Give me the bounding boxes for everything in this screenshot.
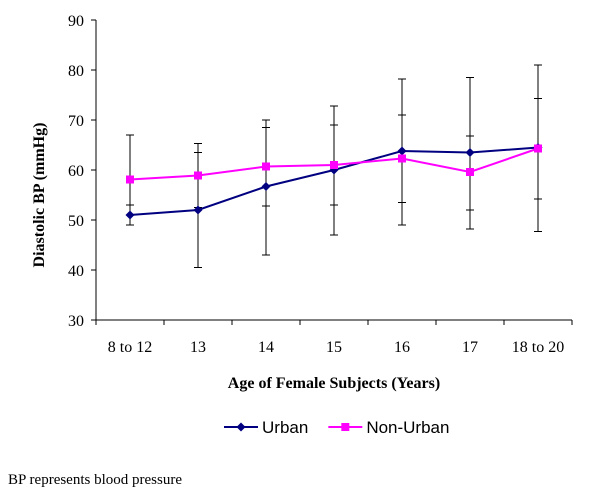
- non-urban-point: [398, 154, 406, 163]
- non-urban-point: [534, 144, 542, 153]
- urban-point: [261, 182, 271, 191]
- y-tick-label: 80: [68, 63, 84, 80]
- non-urban-point: [194, 171, 202, 180]
- non-urban-point: [262, 162, 270, 171]
- axes: [91, 19, 573, 325]
- legend-non-urban-marker: [341, 423, 350, 431]
- x-axis-title: Age of Female Subjects (Years): [228, 375, 440, 392]
- non-urban-point: [330, 161, 338, 169]
- x-tick-label: 16: [394, 339, 410, 356]
- x-tick-label: 8 to 12: [108, 339, 152, 356]
- y-tick-label: 60: [68, 163, 84, 180]
- y-tick-label: 50: [68, 213, 84, 230]
- urban-point: [397, 146, 407, 156]
- footnote: BP represents blood pressure: [8, 472, 182, 488]
- y-tick-label: 70: [68, 113, 84, 130]
- y-tick-label: 90: [68, 13, 84, 30]
- chart: 30 40 50 60 70 80 90 8 to 12 13 14 15 16 17 18 to 20…: [31, 13, 573, 437]
- urban-point: [193, 205, 203, 215]
- y-tick-label: 40: [68, 263, 84, 280]
- x-tick-label: 15: [326, 339, 342, 356]
- series-lines: [125, 143, 543, 220]
- x-tick-label: 18 to 20: [512, 339, 564, 356]
- non-urban-point: [126, 175, 134, 184]
- legend: Urban Non-Urban: [224, 418, 449, 437]
- y-tick-label: 30: [68, 313, 84, 330]
- x-tick-label: 17: [462, 339, 478, 356]
- urban-point: [125, 210, 135, 220]
- y-axis-title: Diastolic BP (mmHg): [31, 123, 48, 268]
- legend-non-urban-label: Non-Urban: [366, 418, 449, 437]
- urban-point: [465, 148, 475, 157]
- legend-urban-marker: [236, 422, 246, 432]
- x-tick-label: 14: [258, 339, 274, 356]
- x-tick-label: 13: [190, 339, 206, 356]
- legend-urban-label: Urban: [262, 418, 308, 437]
- x-tick-labels: 8 to 12 13 14 15 16 17 18 to 20: [108, 339, 564, 356]
- non-urban-point: [466, 168, 474, 176]
- y-tick-labels: 30 40 50 60 70 80 90: [68, 13, 84, 330]
